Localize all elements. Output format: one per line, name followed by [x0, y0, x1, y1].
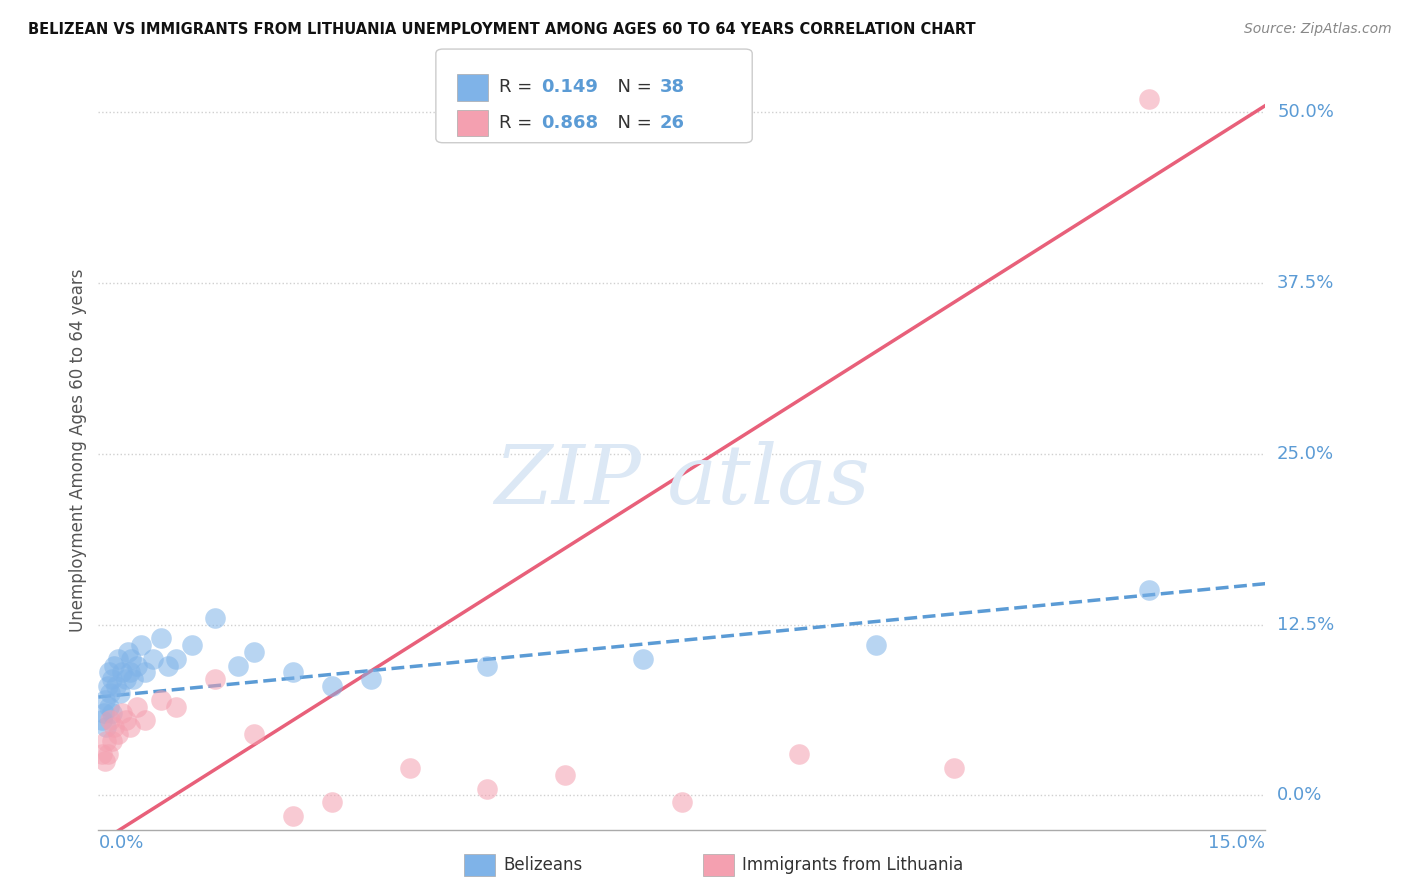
Point: [142, 652, 165, 666]
Point: [281, 665, 304, 680]
Point: [787, 747, 810, 762]
Point: [865, 638, 887, 652]
Point: [127, 658, 149, 673]
Point: [631, 652, 654, 666]
Point: [134, 665, 156, 680]
Point: [1137, 92, 1160, 106]
Point: [129, 638, 152, 652]
Text: ZIP atlas: ZIP atlas: [494, 441, 870, 521]
Point: [134, 713, 156, 727]
Point: [149, 693, 172, 707]
Text: 0.868: 0.868: [541, 114, 599, 132]
Point: [118, 720, 141, 734]
Text: R =: R =: [499, 114, 538, 132]
Point: [165, 652, 187, 666]
Text: N =: N =: [606, 114, 658, 132]
Point: [554, 768, 576, 782]
Text: R =: R =: [499, 78, 538, 96]
Point: [477, 781, 499, 796]
Text: 50.0%: 50.0%: [1277, 103, 1334, 121]
Point: [107, 727, 129, 741]
Point: [97, 747, 120, 762]
Point: [281, 809, 304, 823]
Point: [228, 658, 250, 673]
Point: [93, 754, 115, 768]
Y-axis label: Unemployment Among Ages 60 to 64 years: Unemployment Among Ages 60 to 64 years: [69, 268, 87, 632]
Point: [98, 686, 121, 700]
Point: [101, 733, 124, 747]
Text: 15.0%: 15.0%: [1208, 834, 1265, 852]
Point: [120, 652, 142, 666]
Point: [103, 720, 125, 734]
Point: [97, 699, 120, 714]
Point: [204, 611, 226, 625]
Text: 0.0%: 0.0%: [1277, 787, 1323, 805]
Point: [157, 658, 180, 673]
Point: [104, 679, 127, 693]
Text: Source: ZipAtlas.com: Source: ZipAtlas.com: [1244, 22, 1392, 37]
Point: [114, 673, 136, 687]
Point: [100, 673, 122, 687]
Point: [103, 658, 125, 673]
Point: [91, 713, 114, 727]
Point: [243, 727, 266, 741]
Text: Immigrants from Lithuania: Immigrants from Lithuania: [742, 856, 963, 874]
Text: N =: N =: [606, 78, 658, 96]
Point: [149, 632, 172, 646]
Point: [321, 795, 343, 809]
Text: 0.0%: 0.0%: [98, 834, 143, 852]
Text: 37.5%: 37.5%: [1277, 274, 1334, 292]
Point: [91, 747, 114, 762]
Point: [127, 699, 149, 714]
Point: [943, 761, 966, 775]
Text: 25.0%: 25.0%: [1277, 445, 1334, 463]
Point: [93, 706, 115, 721]
Text: 12.5%: 12.5%: [1277, 615, 1334, 633]
Point: [122, 673, 145, 687]
Point: [671, 795, 693, 809]
Point: [117, 645, 139, 659]
Point: [111, 665, 134, 680]
Point: [111, 706, 134, 721]
Point: [107, 652, 129, 666]
Point: [96, 733, 118, 747]
Point: [477, 658, 499, 673]
Point: [101, 706, 124, 721]
Point: [165, 699, 187, 714]
Point: [96, 720, 118, 734]
Text: 38: 38: [659, 78, 685, 96]
Point: [1137, 583, 1160, 598]
Point: [204, 673, 226, 687]
Point: [360, 673, 382, 687]
Text: 26: 26: [659, 114, 685, 132]
Point: [94, 693, 117, 707]
Point: [98, 713, 121, 727]
Text: BELIZEAN VS IMMIGRANTS FROM LITHUANIA UNEMPLOYMENT AMONG AGES 60 TO 64 YEARS COR: BELIZEAN VS IMMIGRANTS FROM LITHUANIA UN…: [28, 22, 976, 37]
Point: [97, 679, 120, 693]
Point: [114, 713, 136, 727]
Point: [118, 665, 141, 680]
Text: Belizeans: Belizeans: [503, 856, 582, 874]
Point: [398, 761, 420, 775]
Point: [108, 686, 131, 700]
Point: [321, 679, 343, 693]
Point: [180, 638, 202, 652]
Text: 0.149: 0.149: [541, 78, 598, 96]
Point: [243, 645, 266, 659]
Point: [98, 665, 121, 680]
